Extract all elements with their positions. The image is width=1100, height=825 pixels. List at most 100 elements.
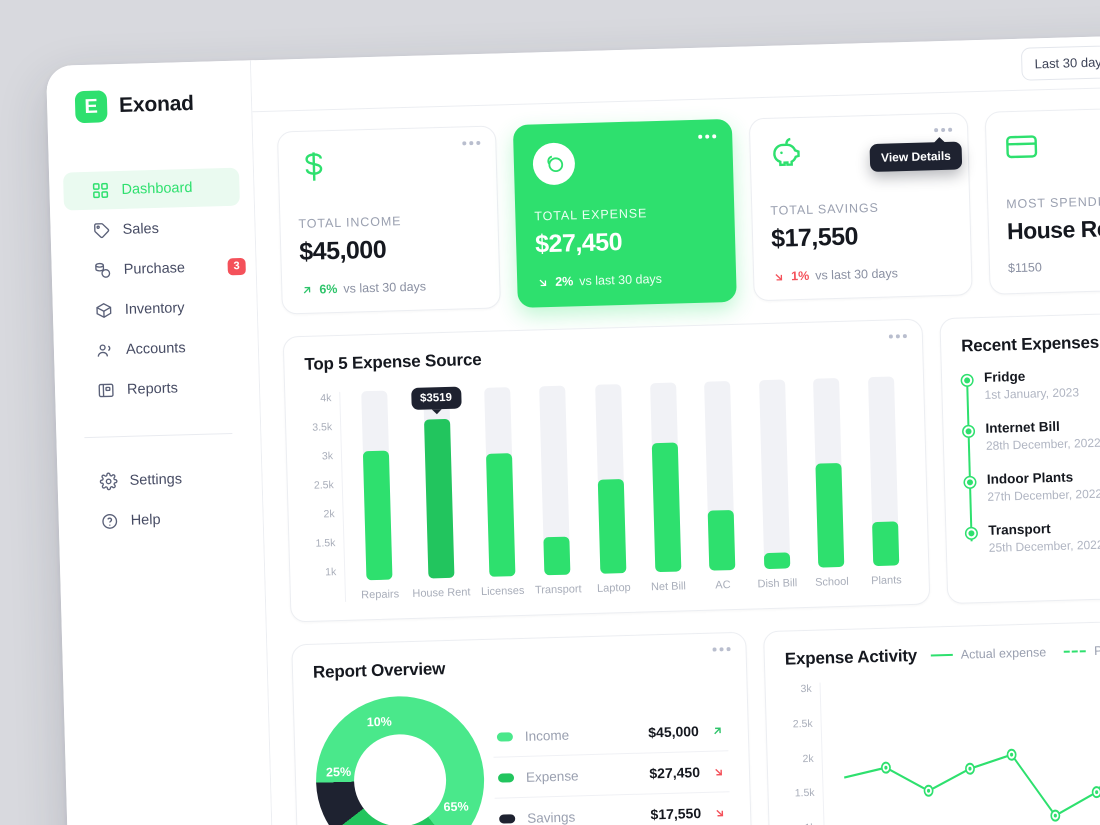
expense-activity-panel: Expense Activity Actual expense Projecte… — [763, 618, 1100, 825]
card-menu-button[interactable] — [462, 140, 481, 146]
legend-swatch — [497, 772, 515, 783]
timeline-line — [966, 380, 973, 542]
bar-column[interactable]: Transport — [529, 385, 582, 597]
legend-line-dashed — [1064, 650, 1087, 653]
legend-row: Savings $17,550 — [495, 792, 731, 825]
line-series-solid — [844, 734, 1100, 817]
sidebar-divider — [84, 432, 233, 439]
sidebar-item-sales[interactable]: Sales — [64, 208, 241, 251]
stat-delta-text: vs last 30 days — [815, 266, 899, 283]
list-item[interactable]: Transport 25th December, 2022 — [966, 517, 1100, 555]
panel-title: Report Overview — [312, 659, 446, 682]
view-details-tooltip[interactable]: View Details — [869, 141, 963, 173]
expense-name: Internet Bill — [985, 418, 1060, 436]
bar-track — [484, 387, 516, 577]
stat-delta: 2% vs last 30 days — [536, 270, 717, 289]
bar-fill — [871, 521, 900, 567]
y-tick: 2k — [323, 508, 335, 521]
bar-track — [758, 379, 791, 570]
sidebar-item-reports[interactable]: Reports — [69, 368, 246, 411]
sidebar-item-purchase[interactable]: Purchase 3 — [65, 248, 246, 291]
bar-label: School — [814, 575, 849, 589]
gear-icon — [99, 472, 118, 491]
bar-label: Plants — [870, 574, 902, 588]
card-menu-button[interactable] — [934, 127, 953, 133]
bar-column[interactable]: AC — [695, 381, 745, 592]
purchase-badge: 3 — [227, 257, 246, 276]
sidebar-item-label: Accounts — [125, 340, 186, 358]
stat-value: $17,550 — [770, 222, 859, 253]
legend-swatch — [496, 731, 514, 742]
arrow-down-right-icon — [775, 273, 783, 281]
date-range-select[interactable]: Last 30 days — [1021, 44, 1100, 81]
list-item[interactable]: Indoor Plants 27th December, 2022 — [964, 466, 1100, 504]
panel-title: Top 5 Expense Source — [304, 349, 482, 374]
bar-column[interactable]: School — [804, 377, 854, 589]
app-window: E Exonad Dashboard Sales Purchase — [46, 33, 1100, 825]
bar-tooltip: $3519 — [410, 386, 462, 411]
bar-label: Dish Bill — [757, 577, 798, 591]
card-menu-button[interactable] — [888, 334, 907, 339]
data-point[interactable] — [880, 761, 891, 774]
bar-track — [649, 382, 681, 573]
y-tick: 1.5k — [794, 787, 815, 800]
expense-date: 1st January, 2023 — [984, 385, 1080, 402]
bar-column[interactable]: Plants — [858, 376, 908, 587]
arrow-up-right-icon — [303, 286, 311, 294]
data-point[interactable] — [965, 762, 975, 775]
card-menu-button[interactable] — [698, 134, 717, 139]
bar-track — [595, 384, 627, 574]
legend-item-actual: Actual expense — [930, 645, 1046, 662]
stat-label: TOTAL SAVINGS — [770, 200, 879, 218]
help-icon — [100, 512, 118, 530]
expense-name: Transport — [988, 521, 1051, 538]
stat-label: MOST SPENDING — [1006, 193, 1100, 212]
sidebar-item-inventory[interactable]: Inventory — [66, 288, 243, 331]
sidebar-item-help[interactable]: Help — [72, 499, 249, 542]
data-point[interactable] — [1091, 786, 1100, 799]
panel-title: Expense Activity — [784, 645, 918, 669]
legend-value: $17,550 — [650, 805, 702, 823]
list-item[interactable]: Fridge 1st January, 2023 — [962, 364, 1100, 402]
bar-column[interactable]: $3519 House Rent — [407, 386, 471, 600]
bar-fill — [423, 419, 455, 579]
bar-label: Repairs — [361, 588, 400, 602]
legend-row: Expense $27,450 — [493, 751, 730, 799]
panel-title: Recent Expenses — [960, 332, 1100, 356]
line-chart-legend: Actual expense Projected expense — [930, 641, 1100, 662]
bar-label: Transport — [534, 583, 582, 597]
brand-name: Exonad — [118, 91, 195, 117]
bar-column[interactable]: Licenses — [475, 387, 525, 598]
bar-track — [539, 385, 571, 576]
bar-fill — [815, 463, 845, 568]
legend-line-solid — [930, 653, 953, 657]
arrow-up-right-icon — [714, 727, 721, 734]
list-item[interactable]: Internet Bill 28th December, 2022 — [963, 415, 1100, 453]
bar-column[interactable]: Net Bill — [640, 382, 690, 593]
expense-source-bar-chart: 4k 3.5k 3k 2.5k 2k 1.5k 1k Repairs $3519 House R… — [305, 376, 909, 603]
data-point[interactable] — [1050, 809, 1061, 822]
sidebar-item-accounts[interactable]: Accounts — [67, 328, 244, 371]
card-menu-button[interactable] — [712, 647, 731, 652]
data-point[interactable] — [1006, 748, 1017, 761]
bar-column[interactable]: Repairs — [352, 390, 402, 601]
donut-chart: 65% 25% 10% — [313, 694, 487, 825]
bar-column[interactable]: Laptop — [586, 384, 636, 595]
stat-sub-amount: $1150 — [1007, 260, 1043, 276]
grid-icon — [91, 181, 109, 199]
expense-circle-icon — [532, 142, 576, 186]
legend-name: Income — [524, 727, 570, 744]
sidebar-item-settings[interactable]: Settings — [71, 459, 248, 502]
stat-delta-pct: 6% — [319, 281, 338, 297]
sidebar-item-label: Reports — [126, 380, 179, 398]
bar-column[interactable]: Dish Bill — [749, 379, 799, 590]
recent-expenses-timeline: Fridge 1st January, 2023 Internet Bill 28th… — [962, 364, 1100, 555]
data-point[interactable] — [923, 784, 934, 797]
y-tick: 2k — [802, 752, 814, 765]
stat-card-total-expense: TOTAL EXPENSE $27,450 2% vs last 30 days — [512, 118, 737, 308]
sidebar-item-dashboard[interactable]: Dashboard — [62, 167, 240, 211]
stat-value: $45,000 — [298, 235, 387, 266]
y-tick: 3.5k — [312, 421, 333, 434]
bar-fill — [763, 552, 791, 570]
